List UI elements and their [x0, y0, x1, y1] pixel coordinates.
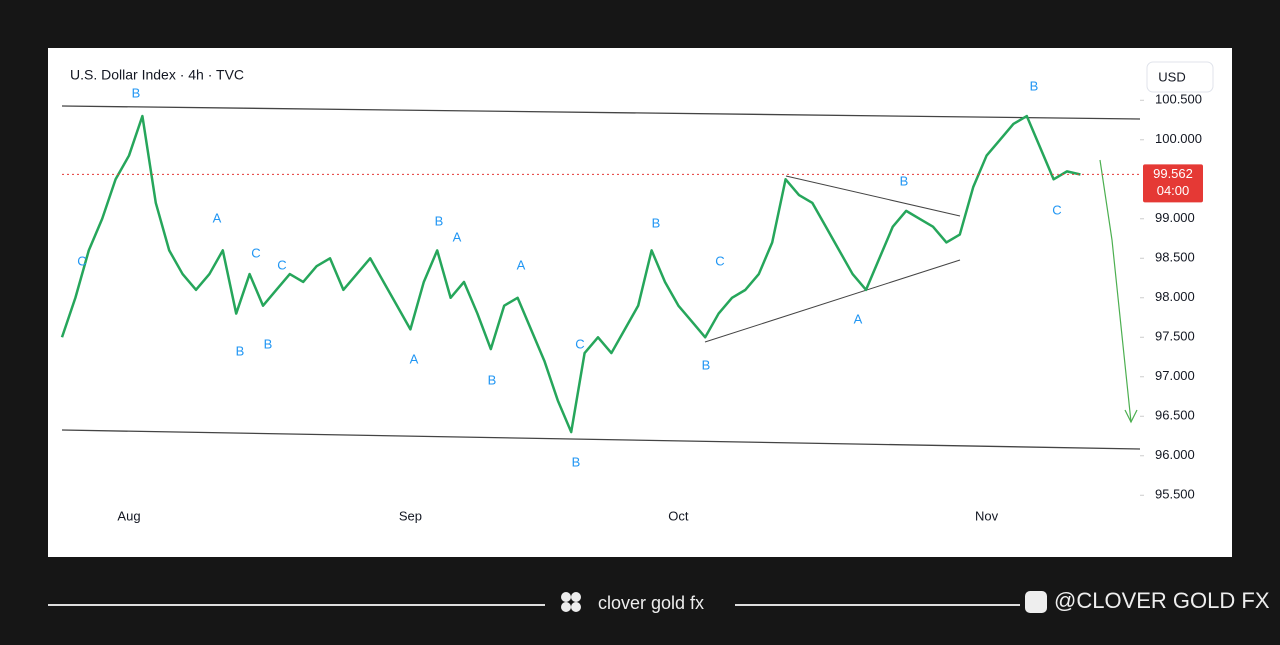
- wave-label: B: [264, 336, 273, 351]
- wave-label: C: [77, 253, 86, 268]
- brand: clover gold fx: [598, 593, 704, 613]
- y-tick-label: 99.000: [1155, 210, 1195, 225]
- wave-label: B: [652, 215, 661, 230]
- triangle-line: [704, 259, 961, 343]
- wave-label: A: [410, 351, 419, 366]
- currency[interactable]: USD: [1158, 69, 1185, 84]
- wave-label: B: [132, 85, 141, 100]
- wave-label: A: [854, 311, 863, 326]
- facebook-icon: [1025, 591, 1047, 613]
- y-tick-label: 96.500: [1155, 408, 1195, 423]
- y-tick-label: 95.500: [1155, 487, 1195, 502]
- triangle-line: [785, 175, 961, 217]
- currency-box[interactable]: [1146, 61, 1214, 93]
- wave-label: B: [702, 357, 711, 372]
- wave-label: C: [1052, 202, 1061, 217]
- y-tick-label: 100.500: [1155, 92, 1202, 107]
- clover-icon: [561, 592, 581, 612]
- handle: @CLOVER GOLD FX: [1054, 588, 1270, 613]
- chart-title: U.S. Dollar Index · 4h · TVC: [70, 67, 244, 83]
- projection-arrow: [1099, 159, 1132, 423]
- wave-label: B: [435, 213, 444, 228]
- x-tick-label: Oct: [668, 508, 689, 523]
- wave-label: B: [236, 343, 245, 358]
- wave-label: C: [715, 253, 724, 268]
- channel-line: [61, 105, 1141, 120]
- y-tick-label: 96.000: [1155, 447, 1195, 462]
- wave-label: B: [1030, 78, 1039, 93]
- wave-label: C: [277, 257, 286, 272]
- y-tick-label: 100.000: [1155, 131, 1202, 146]
- x-tick-label: Nov: [975, 508, 999, 523]
- wave-label: C: [575, 336, 584, 351]
- y-tick-label: 97.000: [1155, 368, 1195, 383]
- wave-label: B: [572, 454, 581, 469]
- y-tick-label: 98.500: [1155, 250, 1195, 265]
- wave-label: B: [488, 372, 497, 387]
- wave-label: B: [900, 173, 909, 188]
- x-tick-label: Aug: [117, 508, 140, 523]
- wave-label: A: [517, 257, 526, 272]
- price-box: [1143, 164, 1203, 203]
- price-line: [60, 114, 1081, 434]
- wave-label: A: [213, 210, 222, 225]
- last-price: 99.562: [1153, 166, 1193, 181]
- wave-label: A: [453, 229, 462, 244]
- channel-line: [61, 429, 1141, 450]
- y-tick-label: 97.500: [1155, 329, 1195, 344]
- y-tick-label: 98.000: [1155, 289, 1195, 304]
- arrow-head: [1124, 409, 1138, 424]
- wave-label: C: [251, 245, 260, 260]
- x-tick-label: Sep: [399, 508, 422, 523]
- countdown: 04:00: [1157, 183, 1190, 198]
